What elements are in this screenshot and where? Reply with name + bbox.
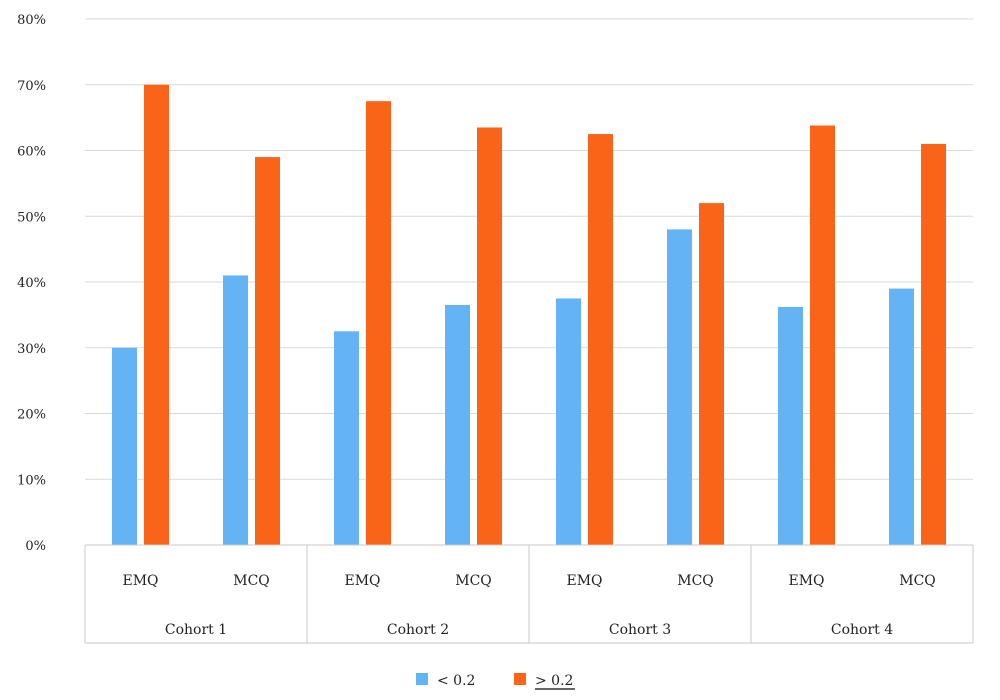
bar-ge-0-2 <box>699 203 724 545</box>
bar-ge-0-2 <box>366 101 391 545</box>
group-label: Cohort 3 <box>609 622 671 638</box>
bar-lt-0-2 <box>778 306 803 545</box>
y-tick-label: 70% <box>17 79 46 94</box>
gridlines <box>85 18 973 480</box>
category-label: MCQ <box>233 573 270 589</box>
bar-lt-0-2 <box>556 298 581 545</box>
bar-lt-0-2 <box>223 275 248 545</box>
bar-ge-0-2 <box>588 134 613 545</box>
group-label: Cohort 1 <box>165 622 227 638</box>
legend-swatch <box>416 673 428 685</box>
category-label: MCQ <box>899 573 936 589</box>
category-label: EMQ <box>122 573 158 589</box>
legend-label: < 0.2 <box>437 673 475 689</box>
bar-ge-0-2 <box>144 84 169 545</box>
category-label: EMQ <box>566 573 602 589</box>
x-axis: EMQ MCQ EMQ MCQ EMQ MCQ EMQ MCQ Cohort 1 Cohort 2… <box>84 544 974 644</box>
bar-lt-0-2 <box>889 288 914 545</box>
category-label: EMQ <box>788 573 824 589</box>
category-label: MCQ <box>455 573 492 589</box>
bar-ge-0-2 <box>477 127 502 546</box>
bar-lt-0-2 <box>667 229 692 545</box>
bar-lt-0-2 <box>334 331 359 545</box>
bar-ge-0-2 <box>810 125 835 545</box>
y-tick-label: 50% <box>17 210 46 225</box>
y-tick-label: 10% <box>17 473 46 488</box>
legend-swatch <box>514 673 526 685</box>
y-tick-label: 20% <box>17 408 46 423</box>
bar-lt-0-2 <box>112 347 137 545</box>
y-tick-label: 40% <box>17 276 46 291</box>
bar-lt-0-2 <box>445 305 470 545</box>
bar-ge-0-2 <box>255 157 280 545</box>
legend-label: > 0.2 <box>535 673 573 689</box>
y-tick-label: 80% <box>17 13 46 28</box>
bars <box>112 84 946 546</box>
category-label: EMQ <box>344 573 380 589</box>
y-axis-tick-labels: 0% 10% 20% 30% 40% 50% 60% 70% 80% <box>17 13 46 554</box>
y-tick-label: 60% <box>17 145 46 160</box>
y-tick-label: 30% <box>17 342 46 357</box>
group-label: Cohort 2 <box>387 622 449 638</box>
y-tick-label: 0% <box>25 539 46 554</box>
bar-ge-0-2 <box>921 143 946 546</box>
legend: < 0.2 > 0.2 <box>416 673 575 690</box>
group-label: Cohort 4 <box>831 622 893 638</box>
category-label: MCQ <box>677 573 714 589</box>
